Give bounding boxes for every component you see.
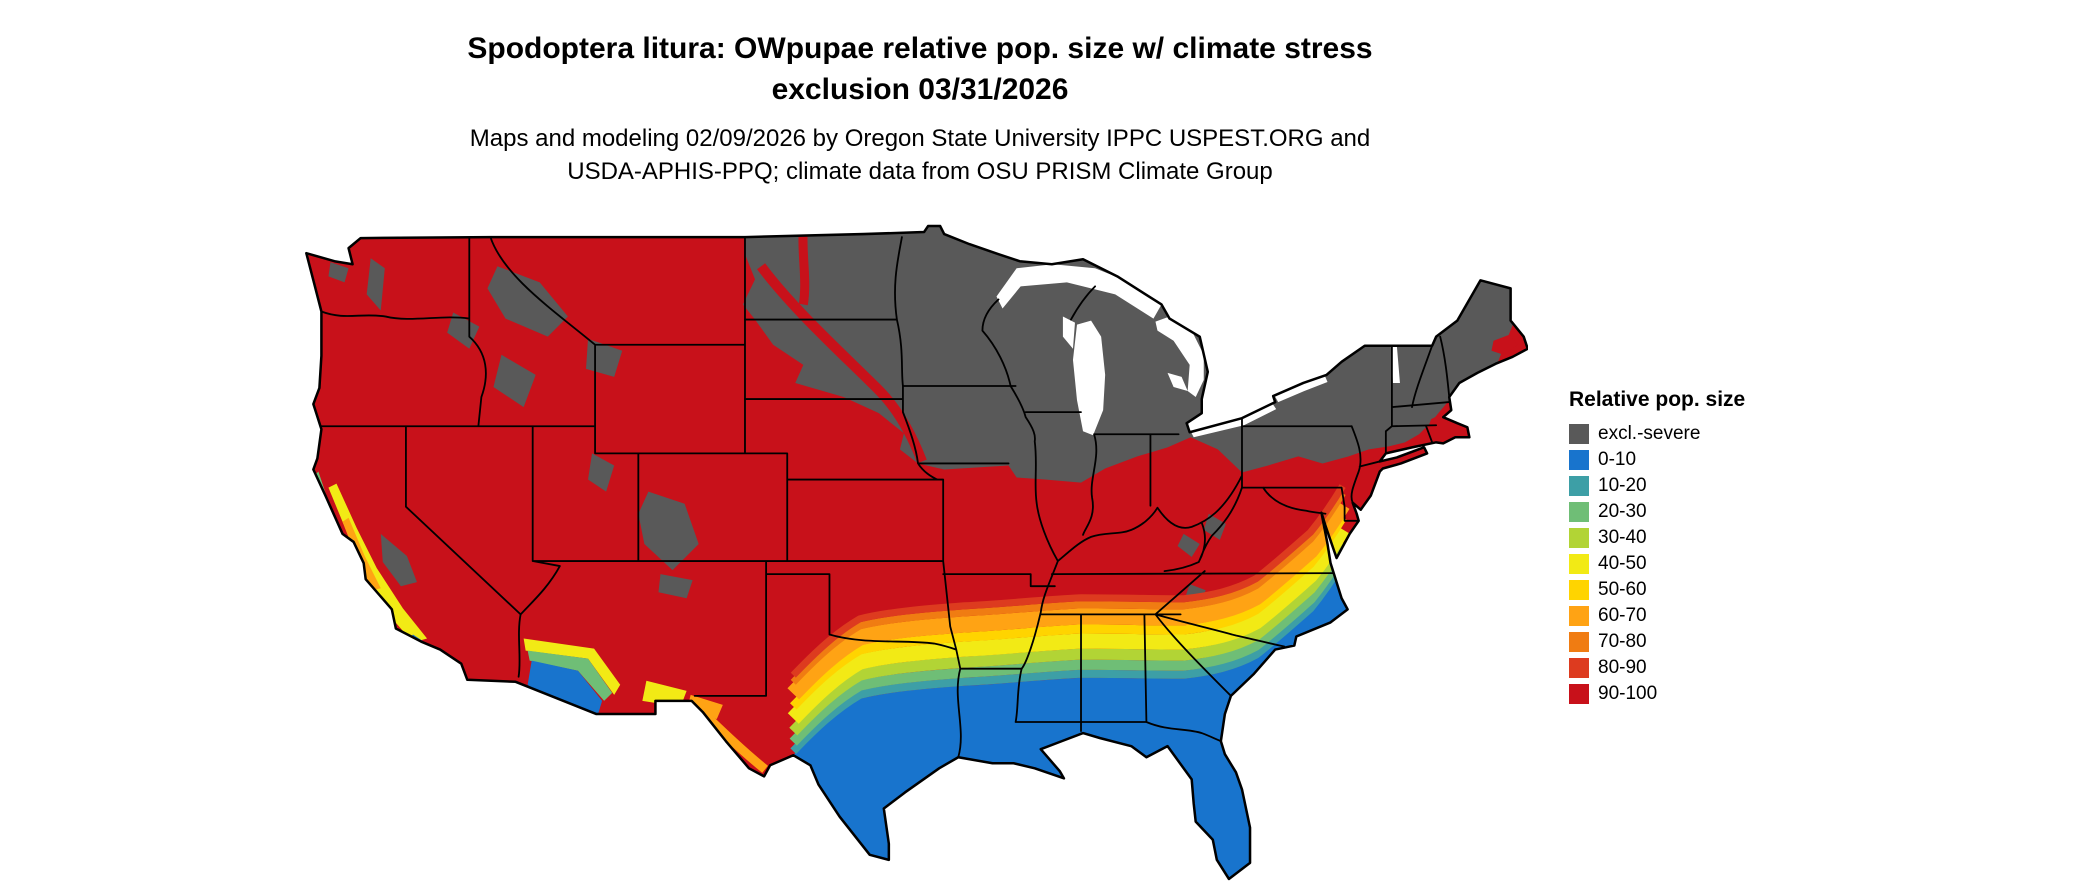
lake-ontario <box>1274 374 1328 403</box>
legend-item-90-100: 90-100 <box>1569 683 1745 704</box>
legend-swatch-40-50 <box>1569 554 1589 574</box>
legend-item-50-60: 50-60 <box>1569 579 1745 600</box>
legend-item-excl-severe: excl.-severe <box>1569 423 1745 444</box>
map-title-line2: exclusion 03/31/2026 <box>771 73 1069 106</box>
legend-label: 10-20 <box>1598 475 1647 496</box>
legend-item-60-70: 60-70 <box>1569 605 1745 626</box>
legend-swatch-90-100 <box>1569 684 1589 704</box>
legend-label: 90-100 <box>1598 683 1658 704</box>
legend-label: 20-30 <box>1598 501 1647 522</box>
map-subtitle: Maps and modeling 02/09/2026 by Oregon S… <box>0 122 1840 188</box>
map-subtitle-line2: USDA-APHIS-PPQ; climate data from OSU PR… <box>567 158 1273 185</box>
legend-swatch-excl-severe <box>1569 424 1589 444</box>
state-borders-plains <box>744 236 1017 481</box>
legend-title: Relative pop. size <box>1569 388 1746 411</box>
legend-swatch-0-10 <box>1569 450 1589 470</box>
state-borders-west <box>316 236 1056 759</box>
map-subtitle-line1: Maps and modeling 02/09/2026 by Oregon S… <box>469 125 1371 152</box>
legend-item-40-50: 40-50 <box>1569 553 1745 574</box>
legend-item-70-80: 70-80 <box>1569 631 1745 652</box>
legend: Relative pop. size excl.-severe 0-10 10-… <box>1569 388 1745 710</box>
us-map <box>300 224 1529 884</box>
legend-swatch-60-70 <box>1569 606 1589 626</box>
legend-item-20-30: 20-30 <box>1569 501 1745 522</box>
legend-swatch-50-60 <box>1569 580 1589 600</box>
map-title: Spodoptera litura: OWpupae relative pop.… <box>0 28 1840 110</box>
legend-swatch-30-40 <box>1569 528 1589 548</box>
legend-swatch-80-90 <box>1569 658 1589 678</box>
legend-label: 30-40 <box>1598 527 1647 548</box>
legend-label: 0-10 <box>1598 449 1637 470</box>
lake-superior <box>996 264 1162 319</box>
lake-huron <box>1155 316 1204 398</box>
legend-label: excl.-severe <box>1598 423 1701 444</box>
us-map-svg <box>305 224 1529 881</box>
legend-label: 80-90 <box>1598 657 1647 678</box>
legend-swatch-10-20 <box>1569 476 1589 496</box>
state-borders <box>316 236 1451 759</box>
legend-label: 40-50 <box>1598 553 1647 574</box>
legend-label: 60-70 <box>1598 605 1647 626</box>
legend-item-10-20: 10-20 <box>1569 475 1745 496</box>
legend-label: 70-80 <box>1598 631 1647 652</box>
state-borders-midwest <box>981 285 1338 743</box>
legend-label: 50-60 <box>1598 579 1647 600</box>
legend-item-30-40: 30-40 <box>1569 527 1745 548</box>
legend-item-0-10: 0-10 <box>1569 449 1745 470</box>
map-title-line1: Spodoptera litura: OWpupae relative pop.… <box>467 32 1373 65</box>
legend-swatch-20-30 <box>1569 502 1589 522</box>
legend-swatch-70-80 <box>1569 632 1589 652</box>
legend-item-80-90: 80-90 <box>1569 657 1745 678</box>
state-borders-east <box>1241 335 1451 522</box>
lake-michigan <box>1062 316 1106 436</box>
